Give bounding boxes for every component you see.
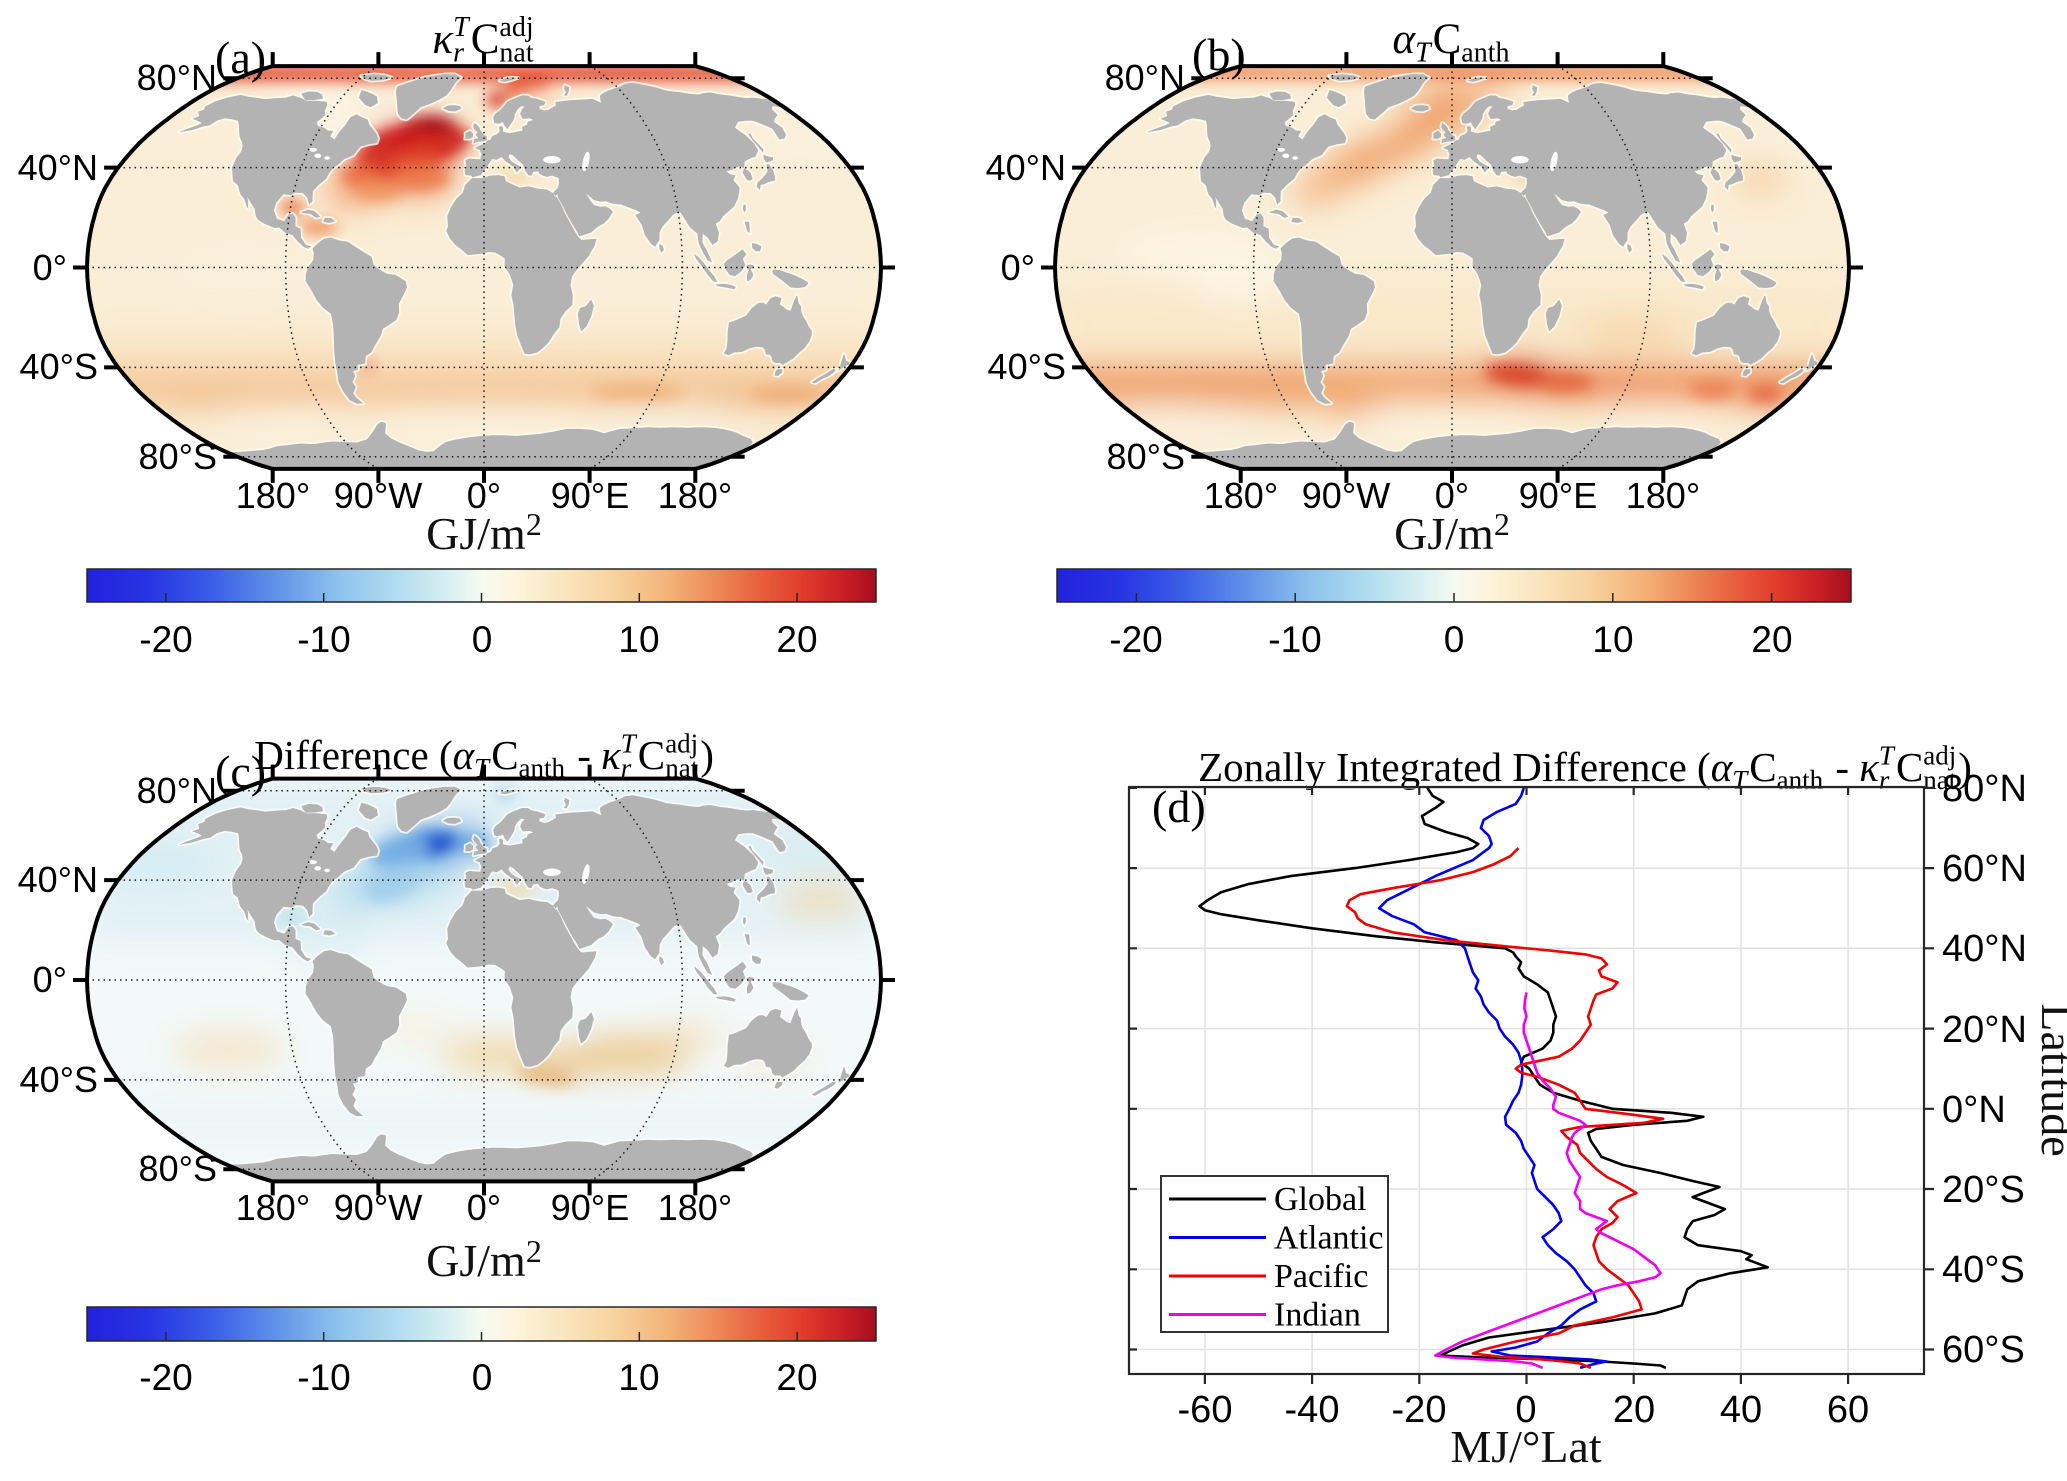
svg-text:20: 20 [776,1357,817,1398]
svg-text:60: 60 [1827,1389,1869,1431]
svg-text:80°S: 80°S [139,436,217,477]
svg-text:Atlantic: Atlantic [1274,1220,1384,1257]
svg-text:Pacific: Pacific [1274,1258,1368,1295]
svg-text:-60: -60 [1178,1389,1233,1431]
svg-text:90°W: 90°W [334,1187,422,1228]
svg-text:40°S: 40°S [20,346,98,387]
svg-text:180°: 180° [236,1187,310,1228]
svg-text:90°E: 90°E [551,1187,629,1228]
svg-text:0°: 0° [467,1187,501,1228]
svg-text:Indian: Indian [1274,1297,1361,1334]
svg-text:GJ/m2: GJ/m2 [426,506,542,559]
svg-text:-40: -40 [1285,1389,1340,1431]
svg-text:-10: -10 [297,1357,350,1398]
svg-text:-20: -20 [139,619,192,660]
svg-text:80°N: 80°N [137,57,217,98]
svg-text:0°: 0° [1001,247,1035,288]
svg-text:0: 0 [472,1357,493,1398]
svg-text:90°E: 90°E [551,475,629,516]
svg-text:0°: 0° [33,247,67,288]
svg-text:MJ/°Lat: MJ/°Lat [1450,1421,1601,1472]
svg-text:40°S: 40°S [1942,1249,2025,1291]
svg-text:0: 0 [472,619,493,660]
svg-text:80°N: 80°N [137,770,217,811]
svg-text:-10: -10 [297,619,350,660]
svg-text:80°S: 80°S [1107,436,1185,477]
svg-text:180°: 180° [1204,475,1278,516]
svg-text:(b): (b) [1192,29,1246,80]
svg-text:(d): (d) [1152,781,1206,832]
svg-text:GJ/m2: GJ/m2 [1394,506,1510,559]
svg-text:(c): (c) [215,746,266,797]
svg-text:Latitude: Latitude [2032,1003,2067,1156]
svg-text:Global: Global [1274,1181,1367,1218]
svg-text:20: 20 [776,619,817,660]
svg-text:40: 40 [1720,1389,1762,1431]
svg-text:40°N: 40°N [1942,928,2027,970]
svg-text:40°N: 40°N [18,147,98,188]
svg-text:20: 20 [1751,619,1792,660]
svg-text:αTCanth: αTCanth [1393,16,1510,69]
svg-text:10: 10 [618,1357,659,1398]
svg-text:90°W: 90°W [334,475,422,516]
svg-text:80°N: 80°N [1105,57,1185,98]
svg-text:-20: -20 [1392,1389,1447,1431]
svg-text:80°N: 80°N [1942,768,2027,810]
svg-text:0: 0 [1444,619,1465,660]
svg-text:20: 20 [1613,1389,1655,1431]
svg-text:10: 10 [1592,619,1633,660]
svg-text:GJ/m2: GJ/m2 [426,1233,542,1286]
svg-text:0°N: 0°N [1942,1089,2006,1131]
svg-text:0°: 0° [467,475,501,516]
svg-text:90°W: 90°W [1302,475,1390,516]
svg-text:-20: -20 [139,1357,192,1398]
svg-text:90°E: 90°E [1519,475,1597,516]
svg-text:180°: 180° [1626,475,1700,516]
svg-text:40°N: 40°N [18,859,98,900]
svg-text:60°S: 60°S [1942,1329,2025,1371]
svg-text:Zonally Integrated Difference: Zonally Integrated Difference (αTCanth -… [1198,741,1972,796]
svg-text:80°S: 80°S [139,1148,217,1189]
svg-text:0°: 0° [1435,475,1469,516]
svg-text:20°N: 20°N [1942,1009,2027,1051]
svg-text:60°N: 60°N [1942,848,2027,890]
svg-text:20°S: 20°S [1942,1169,2025,1211]
svg-text:0°: 0° [33,959,67,1000]
svg-text:-10: -10 [1268,619,1321,660]
svg-text:40°S: 40°S [988,346,1066,387]
svg-text:40°S: 40°S [20,1059,98,1100]
svg-text:10: 10 [618,619,659,660]
svg-text:40°N: 40°N [986,147,1066,188]
svg-text:180°: 180° [658,1187,732,1228]
svg-text:(a): (a) [215,32,266,83]
svg-text:180°: 180° [236,475,310,516]
svg-text:0: 0 [1515,1389,1536,1431]
svg-text:-20: -20 [1109,619,1162,660]
svg-text:180°: 180° [658,475,732,516]
